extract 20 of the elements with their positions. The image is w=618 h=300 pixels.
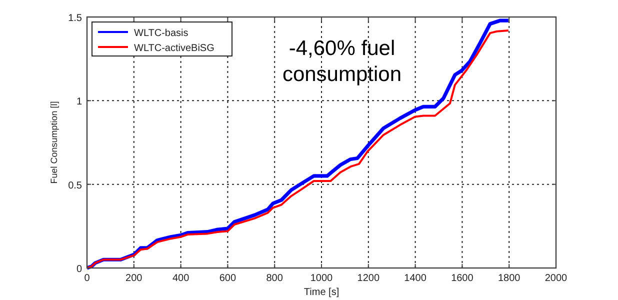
x-axis-title: Time [s] xyxy=(304,287,340,298)
x-tick-label: 1400 xyxy=(404,273,427,284)
annotation: -4,60% fuel consumption xyxy=(282,37,402,86)
y-tick-label: 1.5 xyxy=(68,13,82,24)
x-tick-label: 1200 xyxy=(357,273,380,284)
y-tick-label: 1 xyxy=(76,96,82,108)
y-axis-title: Fuel Consumption [l] xyxy=(49,101,59,184)
legend-label: WLTC-basis xyxy=(134,28,188,39)
x-tick-label: 200 xyxy=(126,273,143,284)
x-tick-label: 1600 xyxy=(451,273,474,284)
x-tick-label: 0 xyxy=(84,273,90,284)
legend-label: WLTC-activeBiSG xyxy=(134,43,215,54)
y-tick-label: 0.5 xyxy=(68,180,82,192)
x-tick-label: 800 xyxy=(266,273,284,284)
x-tick-label: 2000 xyxy=(544,273,568,284)
x-tick-label: 1000 xyxy=(310,273,334,284)
y-tick-label: 0 xyxy=(76,264,82,275)
x-tick-label: 400 xyxy=(172,273,190,284)
x-tick-label: 1800 xyxy=(498,273,521,284)
x-tick-label: 600 xyxy=(219,273,236,284)
